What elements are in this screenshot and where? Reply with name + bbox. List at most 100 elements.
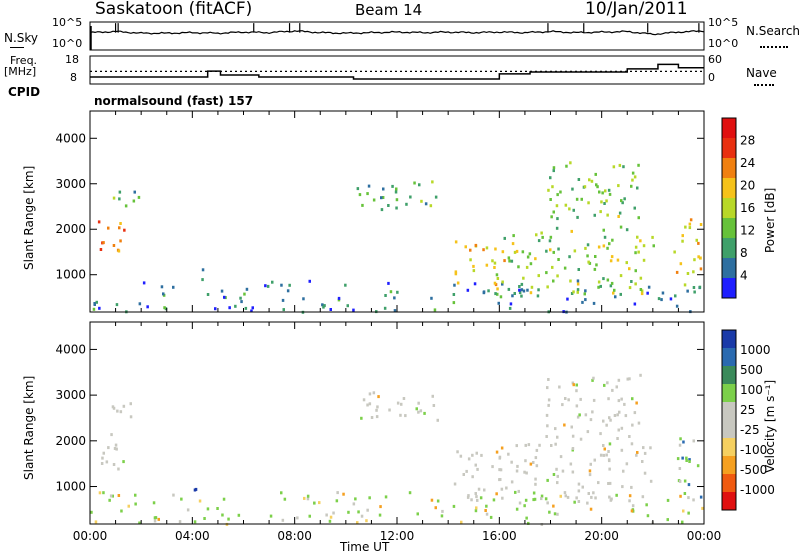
x-tick-label: 00:00 bbox=[687, 529, 722, 543]
x-axis-title: Time UT bbox=[340, 540, 390, 554]
power-cell bbox=[549, 248, 552, 252]
velocity-cell bbox=[603, 383, 606, 387]
power-cell bbox=[595, 263, 598, 267]
power-colorbar-label: 20 bbox=[740, 179, 755, 193]
velocity-cell bbox=[186, 508, 190, 512]
velocity-cell bbox=[573, 500, 576, 504]
velocity-cell bbox=[237, 513, 241, 517]
power-cell bbox=[596, 185, 599, 189]
velocity-cell bbox=[548, 510, 551, 514]
power-cell bbox=[201, 268, 205, 272]
velocity-cell bbox=[609, 498, 613, 502]
power-cell bbox=[569, 161, 572, 165]
velocity-cell bbox=[571, 470, 575, 474]
velocity-cell bbox=[477, 487, 481, 491]
power-cell bbox=[537, 239, 541, 243]
power-cell bbox=[337, 296, 341, 300]
velocity-cell bbox=[607, 458, 611, 462]
power-cell bbox=[469, 248, 472, 252]
velocity-cell bbox=[485, 504, 488, 508]
velocity-cell bbox=[628, 494, 632, 498]
nave-tick-bottom: 0 bbox=[708, 71, 715, 84]
power-cell bbox=[609, 284, 613, 288]
velocity-cell bbox=[416, 512, 419, 516]
power-cell bbox=[604, 189, 607, 193]
velocity-cell bbox=[591, 378, 594, 382]
velocity-cell bbox=[561, 403, 564, 407]
power-cell bbox=[593, 213, 596, 217]
power-cell bbox=[688, 226, 692, 230]
velocity-cell bbox=[630, 509, 634, 513]
power-cell bbox=[606, 213, 609, 217]
velocity-cell bbox=[547, 378, 550, 381]
velocity-cell bbox=[558, 385, 561, 389]
velocity-cell bbox=[375, 415, 379, 419]
velocity-cell bbox=[547, 398, 551, 402]
velocity-cell bbox=[692, 439, 695, 443]
velocity-cell bbox=[498, 455, 502, 459]
velocity-cell bbox=[623, 402, 626, 406]
velocity-colorbar-cell bbox=[722, 348, 736, 366]
power-cell bbox=[581, 300, 584, 304]
power-cell bbox=[571, 187, 574, 191]
velocity-cell bbox=[507, 452, 510, 456]
velocity-cell bbox=[559, 494, 562, 498]
velocity-cell bbox=[111, 494, 114, 498]
power-cell bbox=[660, 298, 663, 302]
power-cell bbox=[552, 169, 555, 173]
velocity-colorbar-label: 100 bbox=[740, 383, 763, 397]
velocity-cell bbox=[527, 443, 531, 447]
velocity-cell bbox=[687, 496, 690, 500]
power-cell bbox=[119, 222, 122, 225]
power-cell bbox=[206, 293, 210, 296]
velocity-cell bbox=[666, 518, 669, 522]
power-cell bbox=[549, 235, 553, 239]
velocity-cell bbox=[430, 498, 434, 502]
velocity-colorbar-title: Velocity [m s⁻¹] bbox=[763, 379, 777, 473]
velocity-cell bbox=[597, 481, 600, 485]
velocity-cell bbox=[571, 434, 575, 438]
velocity-cell bbox=[112, 463, 116, 466]
power-cell bbox=[430, 296, 433, 300]
power-cell bbox=[699, 223, 703, 226]
power-colorbar-cell bbox=[722, 218, 736, 238]
velocity-cell bbox=[419, 409, 423, 413]
power-cell bbox=[681, 239, 684, 243]
power-cell bbox=[160, 285, 164, 289]
power-cell bbox=[646, 291, 649, 295]
power-cell bbox=[107, 226, 110, 230]
velocity-cell bbox=[678, 443, 682, 447]
velocity-colorbar-frame bbox=[721, 329, 737, 511]
velocity-cell bbox=[465, 469, 468, 473]
power-cell bbox=[384, 294, 387, 297]
power-cell bbox=[675, 270, 679, 274]
velocity-cell bbox=[602, 453, 606, 457]
velocity-cell bbox=[222, 497, 226, 501]
velocity-cell bbox=[696, 464, 700, 468]
velocity-cell bbox=[572, 383, 575, 387]
velocity-cell bbox=[474, 463, 477, 467]
power-cell bbox=[220, 289, 224, 293]
power-colorbar-cell bbox=[722, 198, 736, 218]
velocity-cell bbox=[590, 495, 593, 499]
velocity-cell bbox=[570, 425, 573, 429]
power-cell bbox=[540, 231, 543, 235]
power-cell bbox=[586, 243, 590, 247]
power-colorbar-cell bbox=[722, 118, 736, 138]
velocity-y-tick-label: 3000 bbox=[55, 388, 86, 402]
power-cell bbox=[485, 246, 489, 250]
velocity-cell bbox=[577, 489, 581, 493]
velocity-cell bbox=[678, 467, 682, 470]
power-colorbar-cell bbox=[722, 258, 736, 278]
velocity-cell bbox=[101, 456, 104, 460]
velocity-cell bbox=[646, 514, 650, 518]
power-cell bbox=[651, 235, 654, 239]
power-cell bbox=[610, 255, 614, 259]
velocity-cell bbox=[605, 423, 608, 427]
power-cell bbox=[454, 270, 458, 274]
velocity-cell bbox=[102, 451, 105, 455]
velocity-cell bbox=[622, 469, 625, 473]
velocity-cell bbox=[538, 443, 541, 447]
power-cell bbox=[619, 292, 622, 296]
velocity-cell bbox=[470, 498, 473, 502]
